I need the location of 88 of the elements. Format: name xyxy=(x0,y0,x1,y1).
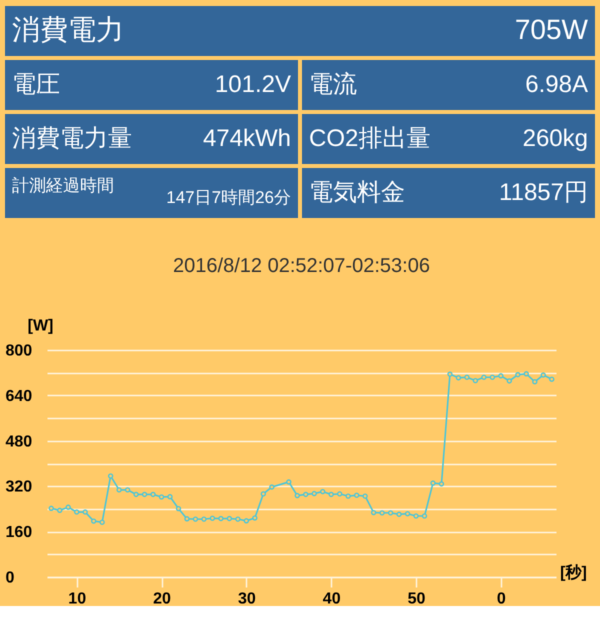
point xyxy=(346,493,351,499)
text: 260kg xyxy=(522,125,588,152)
point xyxy=(320,488,326,494)
point xyxy=(108,473,114,479)
point xyxy=(286,479,292,485)
point xyxy=(82,509,88,515)
point xyxy=(57,508,62,513)
point xyxy=(235,516,241,522)
point xyxy=(532,379,538,384)
point xyxy=(218,516,224,522)
text: 6.98A xyxy=(525,71,588,98)
x-tick-label: 20 xyxy=(153,590,172,608)
point xyxy=(379,510,385,516)
y-tick-label: 160 xyxy=(6,524,32,542)
point xyxy=(430,480,436,486)
point xyxy=(294,492,300,498)
point xyxy=(354,492,360,498)
point xyxy=(328,492,334,498)
point xyxy=(133,492,139,498)
point xyxy=(150,492,156,498)
point xyxy=(438,481,444,487)
text: 消費電力量 xyxy=(12,125,132,152)
text: 計測経過時間 xyxy=(12,176,114,195)
x-tick-label: 10 xyxy=(68,590,86,608)
point xyxy=(176,506,182,512)
x-tick-label: 40 xyxy=(322,590,341,608)
point xyxy=(244,518,250,524)
point xyxy=(252,515,258,521)
y-axis-title: [W] xyxy=(28,318,54,334)
point xyxy=(260,491,266,497)
point xyxy=(99,520,105,525)
point xyxy=(481,374,487,380)
point xyxy=(226,516,232,522)
point xyxy=(413,513,419,519)
point xyxy=(549,376,554,382)
point xyxy=(66,504,71,510)
point xyxy=(388,510,394,516)
text: 147日7時間26分 xyxy=(166,188,291,207)
y-tick-label: 640 xyxy=(6,388,32,405)
text: 474kWh xyxy=(202,125,291,152)
text: CO2排出量 xyxy=(309,125,430,152)
text: 電圧 xyxy=(12,71,60,98)
text: 電流 xyxy=(309,71,357,98)
y-tick-label: 480 xyxy=(6,433,32,450)
point xyxy=(91,518,96,524)
y-tick-label: 800 xyxy=(6,342,32,360)
point xyxy=(269,484,274,490)
text: 電気料金 xyxy=(309,179,405,206)
chart-title: 2016/8/12 02:52:07-02:53:06 xyxy=(173,255,430,277)
point xyxy=(515,372,520,378)
text: 101.2V xyxy=(214,71,291,98)
point xyxy=(540,372,546,378)
point xyxy=(337,491,342,497)
point xyxy=(303,492,308,498)
point xyxy=(48,506,54,511)
point xyxy=(124,487,130,493)
text: 消費電力 xyxy=(12,14,124,45)
text: 11857円 xyxy=(499,179,588,206)
point xyxy=(158,494,164,500)
point xyxy=(201,516,207,522)
x-axis-title: [秒] xyxy=(560,564,587,582)
point xyxy=(404,511,410,516)
point xyxy=(524,371,529,376)
point xyxy=(167,494,173,500)
point xyxy=(192,516,198,522)
point xyxy=(472,378,478,384)
text: 705W xyxy=(514,14,589,45)
point xyxy=(362,493,368,499)
point xyxy=(464,374,470,380)
point xyxy=(506,378,512,384)
point xyxy=(456,375,462,380)
point xyxy=(184,516,190,522)
point xyxy=(396,512,402,517)
x-tick-label: 50 xyxy=(408,590,426,608)
point xyxy=(116,487,122,493)
point xyxy=(142,492,148,498)
point xyxy=(447,371,453,377)
point xyxy=(370,510,376,516)
x-tick-label: 0 xyxy=(496,590,506,608)
x-tick-label: 30 xyxy=(238,590,256,608)
point xyxy=(422,513,428,519)
point xyxy=(490,374,496,380)
point xyxy=(312,490,317,496)
point xyxy=(498,373,504,378)
point xyxy=(74,509,80,515)
y-tick-label: 0 xyxy=(6,570,14,586)
y-tick-label: 320 xyxy=(6,478,32,496)
point xyxy=(210,516,216,521)
